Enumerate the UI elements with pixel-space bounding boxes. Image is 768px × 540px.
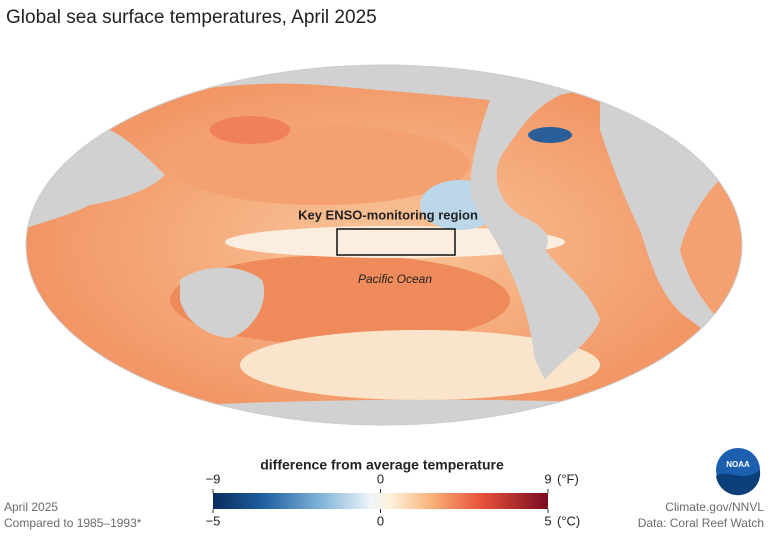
- footer-date: April 2025: [4, 500, 58, 514]
- region-label: Key ENSO-monitoring region: [298, 207, 478, 222]
- colorbar: [213, 493, 548, 509]
- colorbar-tick-label: 0: [377, 471, 384, 486]
- colorbar-unit: (°C): [557, 513, 580, 528]
- colorbar-scales: −9 0 9 (°F) −5 0 5 (°C): [206, 471, 581, 528]
- colorbar-tick-label: −5: [206, 513, 221, 528]
- sst-map: [26, 65, 742, 425]
- colorbar-unit: (°F): [557, 471, 579, 486]
- enso-box: [336, 228, 456, 256]
- colorbar-tick-label: −9: [206, 471, 221, 486]
- footer-source: Data: Coral Reef Watch: [638, 516, 764, 530]
- legend-title: difference from average temperature: [260, 457, 504, 473]
- footer-baseline: Compared to 1985–1993*: [4, 516, 142, 530]
- logo-text: NOAA: [726, 460, 750, 469]
- footer-credit: Climate.gov/NNVL: [665, 500, 764, 514]
- colorbar-tick-label: 9: [544, 471, 551, 486]
- title: Global sea surface temperatures, April 2…: [6, 7, 377, 28]
- colorbar-tick-label: 5: [544, 513, 551, 528]
- ocean-label: Pacific Ocean: [358, 272, 432, 286]
- colorbar-tick-label: 0: [377, 513, 384, 528]
